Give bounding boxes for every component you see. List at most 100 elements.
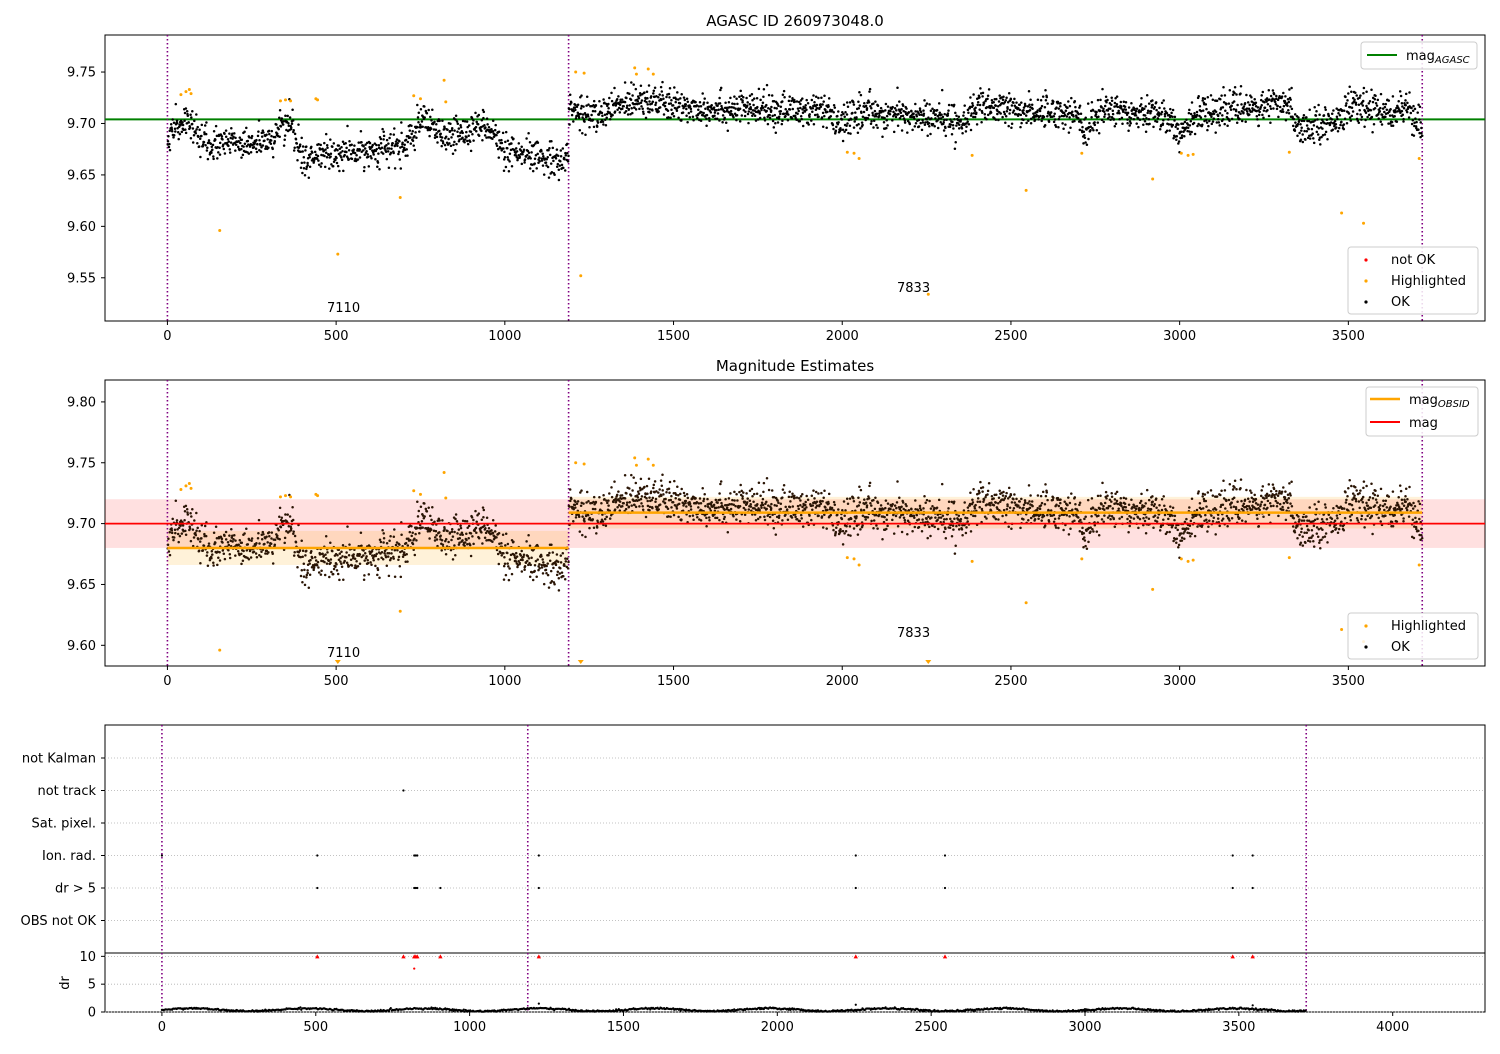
ok-point [805,495,808,498]
ok-point [243,131,246,134]
ok-point [218,551,221,554]
ok-point [396,145,399,148]
ok-point [1205,108,1208,111]
ok-point [1263,109,1266,112]
ok-point [338,170,341,173]
ok-point [646,97,649,100]
ok-point [523,569,526,572]
ok-point [652,100,655,103]
ok-point [645,516,648,519]
ok-point [594,508,597,511]
ok-point [1315,110,1318,113]
ok-point [385,556,388,559]
ok-point [1158,114,1161,117]
ok-point [1289,98,1292,101]
ok-point [417,515,420,518]
ok-point [1224,109,1227,112]
ok-point [267,147,270,150]
ok-point [588,126,591,129]
ok-point [1402,118,1405,121]
ok-point [253,146,256,149]
x-tick-label: 1500 [657,329,690,344]
ok-point [345,151,348,154]
ok-point [388,137,391,140]
ok-point [1109,118,1112,121]
ok-point [914,125,917,128]
ok-point [412,144,415,147]
ok-point [885,103,888,106]
ok-point [792,108,795,111]
ok-point [640,502,643,505]
ok-point [423,116,426,119]
ok-point [611,114,614,117]
ok-point [857,497,860,500]
highlighted-point [583,72,586,75]
ok-point [1406,111,1409,114]
ok-point [800,495,803,498]
x-tick-label: 3000 [1163,329,1196,344]
ok-point [1303,114,1306,117]
ok-point [595,532,598,535]
ok-point [777,501,780,504]
ok-point [1097,99,1100,102]
ok-point [889,508,892,511]
ok-point [1308,109,1311,112]
ok-point [503,151,506,154]
ok-point [841,118,844,121]
ok-point [641,505,644,508]
ok-point [831,507,834,510]
ok-point [387,555,390,558]
ok-point [587,115,590,118]
ok-point [899,516,902,519]
ok-point [913,516,916,519]
highlighted-point [399,196,402,199]
ok-point [318,571,321,574]
ok-point [494,530,497,533]
ok-point [847,503,850,506]
ok-point [861,121,864,124]
ok-point [399,158,402,161]
ok-point [550,543,553,546]
ok-point [794,516,797,519]
ok-point [595,104,598,107]
ok-point [962,114,965,117]
ok-point [733,95,736,98]
ok-point [1202,109,1205,112]
ok-point [553,583,556,586]
ok-point [893,131,896,134]
ok-point [360,531,363,534]
ok-point [769,516,772,519]
ok-point [871,112,874,115]
ok-point [800,517,803,520]
ok-point [233,132,236,135]
ok-point [742,491,745,494]
ok-point [825,527,828,530]
ok-point [214,138,217,141]
ok-point [817,515,820,518]
ok-point [1355,103,1358,106]
ok-point [981,112,984,115]
ok-point [1025,122,1028,125]
ok-point [1291,108,1294,111]
ok-point [1272,107,1275,110]
ok-point [769,117,772,120]
ok-point [247,140,250,143]
ok-point [1230,105,1233,108]
ok-point [492,119,495,122]
ok-point [300,137,303,140]
ok-point [463,545,466,548]
ok-point [723,117,726,120]
ok-point [1020,114,1023,117]
ok-point [550,570,553,573]
ok-point [834,504,837,507]
ok-point [1379,107,1382,110]
ok-point [732,116,735,119]
ok-point [459,135,462,138]
ok-point [902,104,905,107]
ok-point [844,111,847,114]
ok-point [577,103,580,106]
ok-point [1074,100,1077,103]
ok-point [887,105,890,108]
ok-point [435,123,438,126]
ok-point [1185,118,1188,121]
